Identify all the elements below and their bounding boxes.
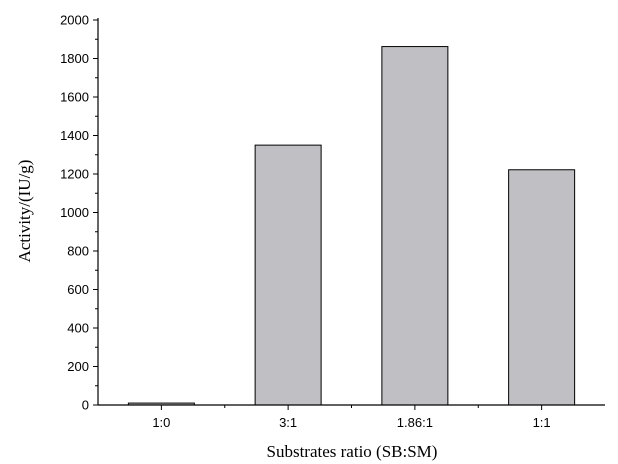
- y-tick-label: 600: [67, 282, 89, 297]
- y-tick-label: 800: [67, 244, 89, 259]
- y-tick-label: 0: [82, 398, 89, 413]
- x-tick-label: 1:1: [533, 415, 551, 430]
- y-tick-label: 2000: [60, 13, 89, 28]
- y-axis: 0 200 400 600 800 1000 1200 1400 1600 1800 2000: [60, 13, 99, 413]
- x-axis: 1:0 3:1 1.86:1 1:1: [98, 404, 605, 430]
- y-axis-title: Activity/(IU/g): [15, 160, 34, 263]
- y-tick-label: 1400: [60, 128, 89, 143]
- y-tick-label: 1200: [60, 167, 89, 182]
- x-tick-label: 1.86:1: [397, 415, 433, 430]
- y-tick-label: 1800: [60, 51, 89, 66]
- y-tick-label: 1600: [60, 90, 89, 105]
- y-tick-label: 200: [67, 359, 89, 374]
- y-tick-label: 400: [67, 321, 89, 336]
- x-tick-label: 1:0: [152, 415, 170, 430]
- x-tick-label: 3:1: [279, 415, 297, 430]
- y-tick-label: 1000: [60, 205, 89, 220]
- bars-group: [127, 46, 576, 406]
- x-axis-title: Substrates ratio (SB:SM): [267, 442, 438, 461]
- bar-3:1: [254, 144, 322, 406]
- bar-1:1: [508, 169, 576, 406]
- bar-1.86:1: [381, 46, 449, 406]
